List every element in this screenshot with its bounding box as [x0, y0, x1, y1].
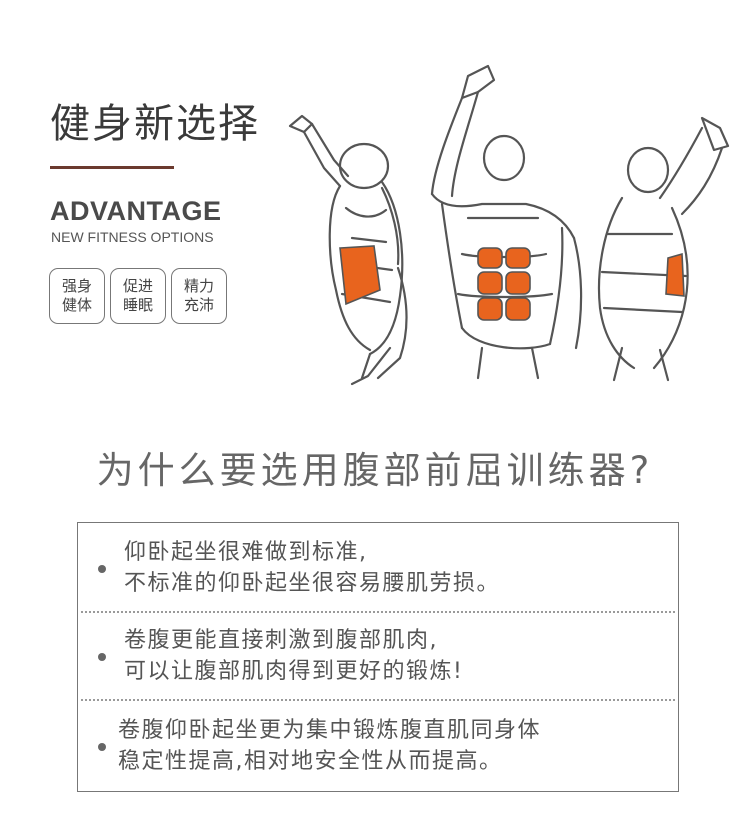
point-text: 卷腹仰卧起坐更为集中锻炼腹直肌同身体 稳定性提高,相对地安全性从而提高。: [118, 715, 541, 777]
badge-strengthen: 强身 健体: [49, 268, 105, 324]
badge-line: 强身: [61, 277, 92, 295]
advantage-subtitle: NEW FITNESS OPTIONS: [51, 229, 214, 245]
point-line: 稳定性提高,相对地安全性从而提高。: [118, 749, 503, 774]
badge-line: 健体: [61, 296, 92, 314]
badge-line: 促进: [122, 277, 153, 295]
bullet-icon: [98, 743, 106, 751]
abs-highlight: [505, 271, 531, 295]
muscle-figures-illustration: [288, 64, 730, 386]
list-item: 卷腹仰卧起坐更为集中锻炼腹直肌同身体 稳定性提高,相对地安全性从而提高。: [78, 701, 678, 791]
point-text: 仰卧起坐很难做到标准, 不标准的仰卧起坐很容易腰肌劳损。: [124, 537, 500, 599]
abs-highlight: [477, 297, 503, 321]
center-figure: [430, 64, 583, 380]
right-figure: [597, 116, 730, 382]
left-oblique-highlight: [339, 245, 381, 306]
divider: [81, 611, 675, 613]
badge-energy: 精力 充沛: [171, 268, 227, 324]
points-panel: 仰卧起坐很难做到标准, 不标准的仰卧起坐很容易腰肌劳损。 卷腹更能直接刺激到腹部…: [77, 522, 679, 792]
left-figure: [288, 114, 408, 386]
badge-line: 睡眠: [122, 296, 153, 314]
abs-highlight: [505, 247, 531, 269]
badge-sleep: 促进 睡眠: [110, 268, 166, 324]
bullet-icon: [98, 653, 106, 661]
page-title: 健身新选择: [50, 101, 260, 147]
abs-highlight: [477, 271, 503, 295]
badge-line: 充沛: [183, 296, 214, 314]
list-item: 卷腹更能直接刺激到腹部肌肉, 可以让腹部肌肉得到更好的锻炼!: [78, 613, 678, 699]
point-text: 卷腹更能直接刺激到腹部肌肉, 可以让腹部肌肉得到更好的锻炼!: [124, 625, 463, 687]
right-oblique-highlight: [665, 252, 685, 297]
point-line: 可以让腹部肌肉得到更好的锻炼!: [124, 659, 464, 684]
divider: [81, 699, 675, 701]
highlighted-muscles: [339, 245, 685, 321]
point-line: 仰卧起坐很难做到标准,: [124, 540, 368, 565]
bullet-icon: [98, 565, 106, 573]
title-underline: [50, 166, 174, 169]
point-line: 不标准的仰卧起坐很容易腰肌劳损。: [124, 571, 501, 596]
badge-line: 精力: [183, 277, 214, 295]
point-line: 卷腹更能直接刺激到腹部肌肉,: [124, 628, 438, 653]
abs-highlight: [477, 247, 503, 269]
list-item: 仰卧起坐很难做到标准, 不标准的仰卧起坐很容易腰肌劳损。: [78, 523, 678, 611]
section-question: 为什么要选用腹部前屈训练器?: [96, 449, 654, 492]
abs-highlight: [505, 297, 531, 321]
advantage-heading: ADVANTAGE: [50, 196, 222, 226]
point-line: 卷腹仰卧起坐更为集中锻炼腹直肌同身体: [118, 718, 542, 743]
benefit-badges: 强身 健体 促进 睡眠 精力 充沛: [49, 268, 227, 324]
